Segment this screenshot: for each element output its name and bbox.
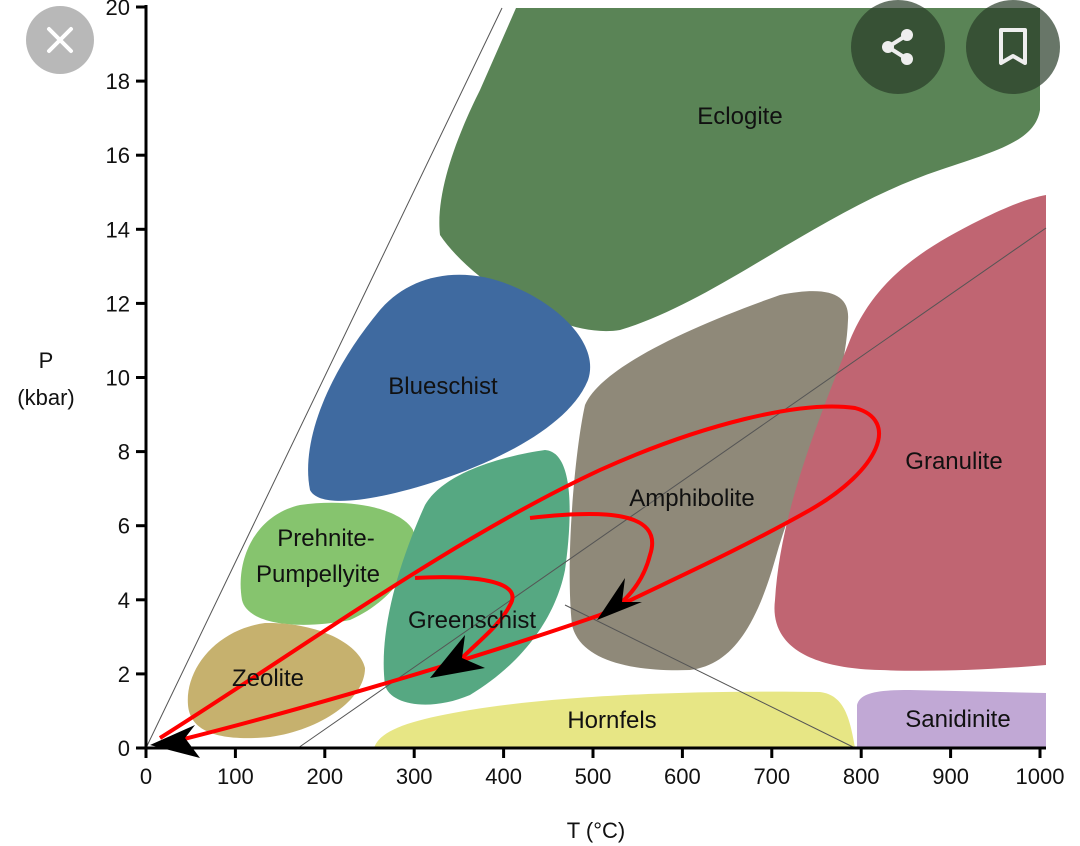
label-amphibolite: Amphibolite [629,485,754,512]
x-tick-label: 200 [306,764,343,789]
label-blueschist: Blueschist [388,373,498,400]
label-hornfels: Hornfels [567,707,656,734]
facies-prehnite-pumpellyite [240,502,415,625]
label-greenschist: Greenschist [408,607,536,634]
label-pumpellyite: Pumpellyite [256,561,380,588]
x-tick-label: 400 [485,764,522,789]
y-tick-label: 14 [106,217,130,242]
label-sanidinite: Sanidinite [905,706,1010,733]
x-tick-label: 900 [932,764,969,789]
y-axis-label: P [39,348,54,373]
y-tick-label: 20 [106,0,130,20]
arrowheads [150,578,642,758]
y-axis-unit: (kbar) [17,385,74,410]
x-tick-label: 300 [396,764,433,789]
label-granulite: Granulite [905,448,1002,475]
y-tick-label: 0 [118,736,130,761]
label-prehnite: Prehnite- [277,525,374,552]
boundary-line [564,604,856,749]
pt-path [158,404,882,742]
label-eclogite: Eclogite [697,103,782,130]
axis-ticks: 0 100 200 300 400 500 600 700 800 900 1000 0 2 4 6 8 10 1… [106,0,1065,789]
close-button[interactable] [26,6,94,74]
facies-blueschist [308,274,591,501]
y-tick-label: 8 [118,440,130,465]
share-button[interactable] [851,0,945,94]
arrowhead-icon [597,578,642,620]
y-tick-label: 12 [106,291,130,316]
x-tick-label: 500 [575,764,612,789]
gradient-line-shallow [297,227,1047,749]
facies-granulite [774,195,1046,671]
arrowhead-icon [150,725,200,758]
y-tick-label: 10 [106,366,130,391]
bookmark-icon [999,28,1027,65]
share-icon [882,29,913,65]
bookmark-button[interactable] [966,0,1060,94]
arrowhead-icon [430,635,485,678]
facies-amphibolite [569,291,849,671]
y-tick-label: 18 [106,69,130,94]
facies-hornfels [374,691,855,748]
x-axis-label: T (°C) [567,818,626,843]
x-tick-label: 100 [217,764,254,789]
y-tick-label: 4 [118,588,130,613]
x-tick-label: 800 [843,764,880,789]
y-tick-label: 16 [106,143,130,168]
facies-sanidinite [857,690,1046,748]
gradient-line-steep [145,7,503,749]
label-zeolite: Zeolite [232,665,304,692]
x-tick-label: 700 [753,764,790,789]
y-tick-label: 2 [118,662,130,687]
y-tick-label: 6 [118,514,130,539]
x-tick-label: 1000 [1016,764,1065,789]
x-tick-label: 600 [664,764,701,789]
x-tick-label: 0 [140,764,152,789]
close-icon [47,27,73,53]
facies-zeolite [187,622,365,739]
